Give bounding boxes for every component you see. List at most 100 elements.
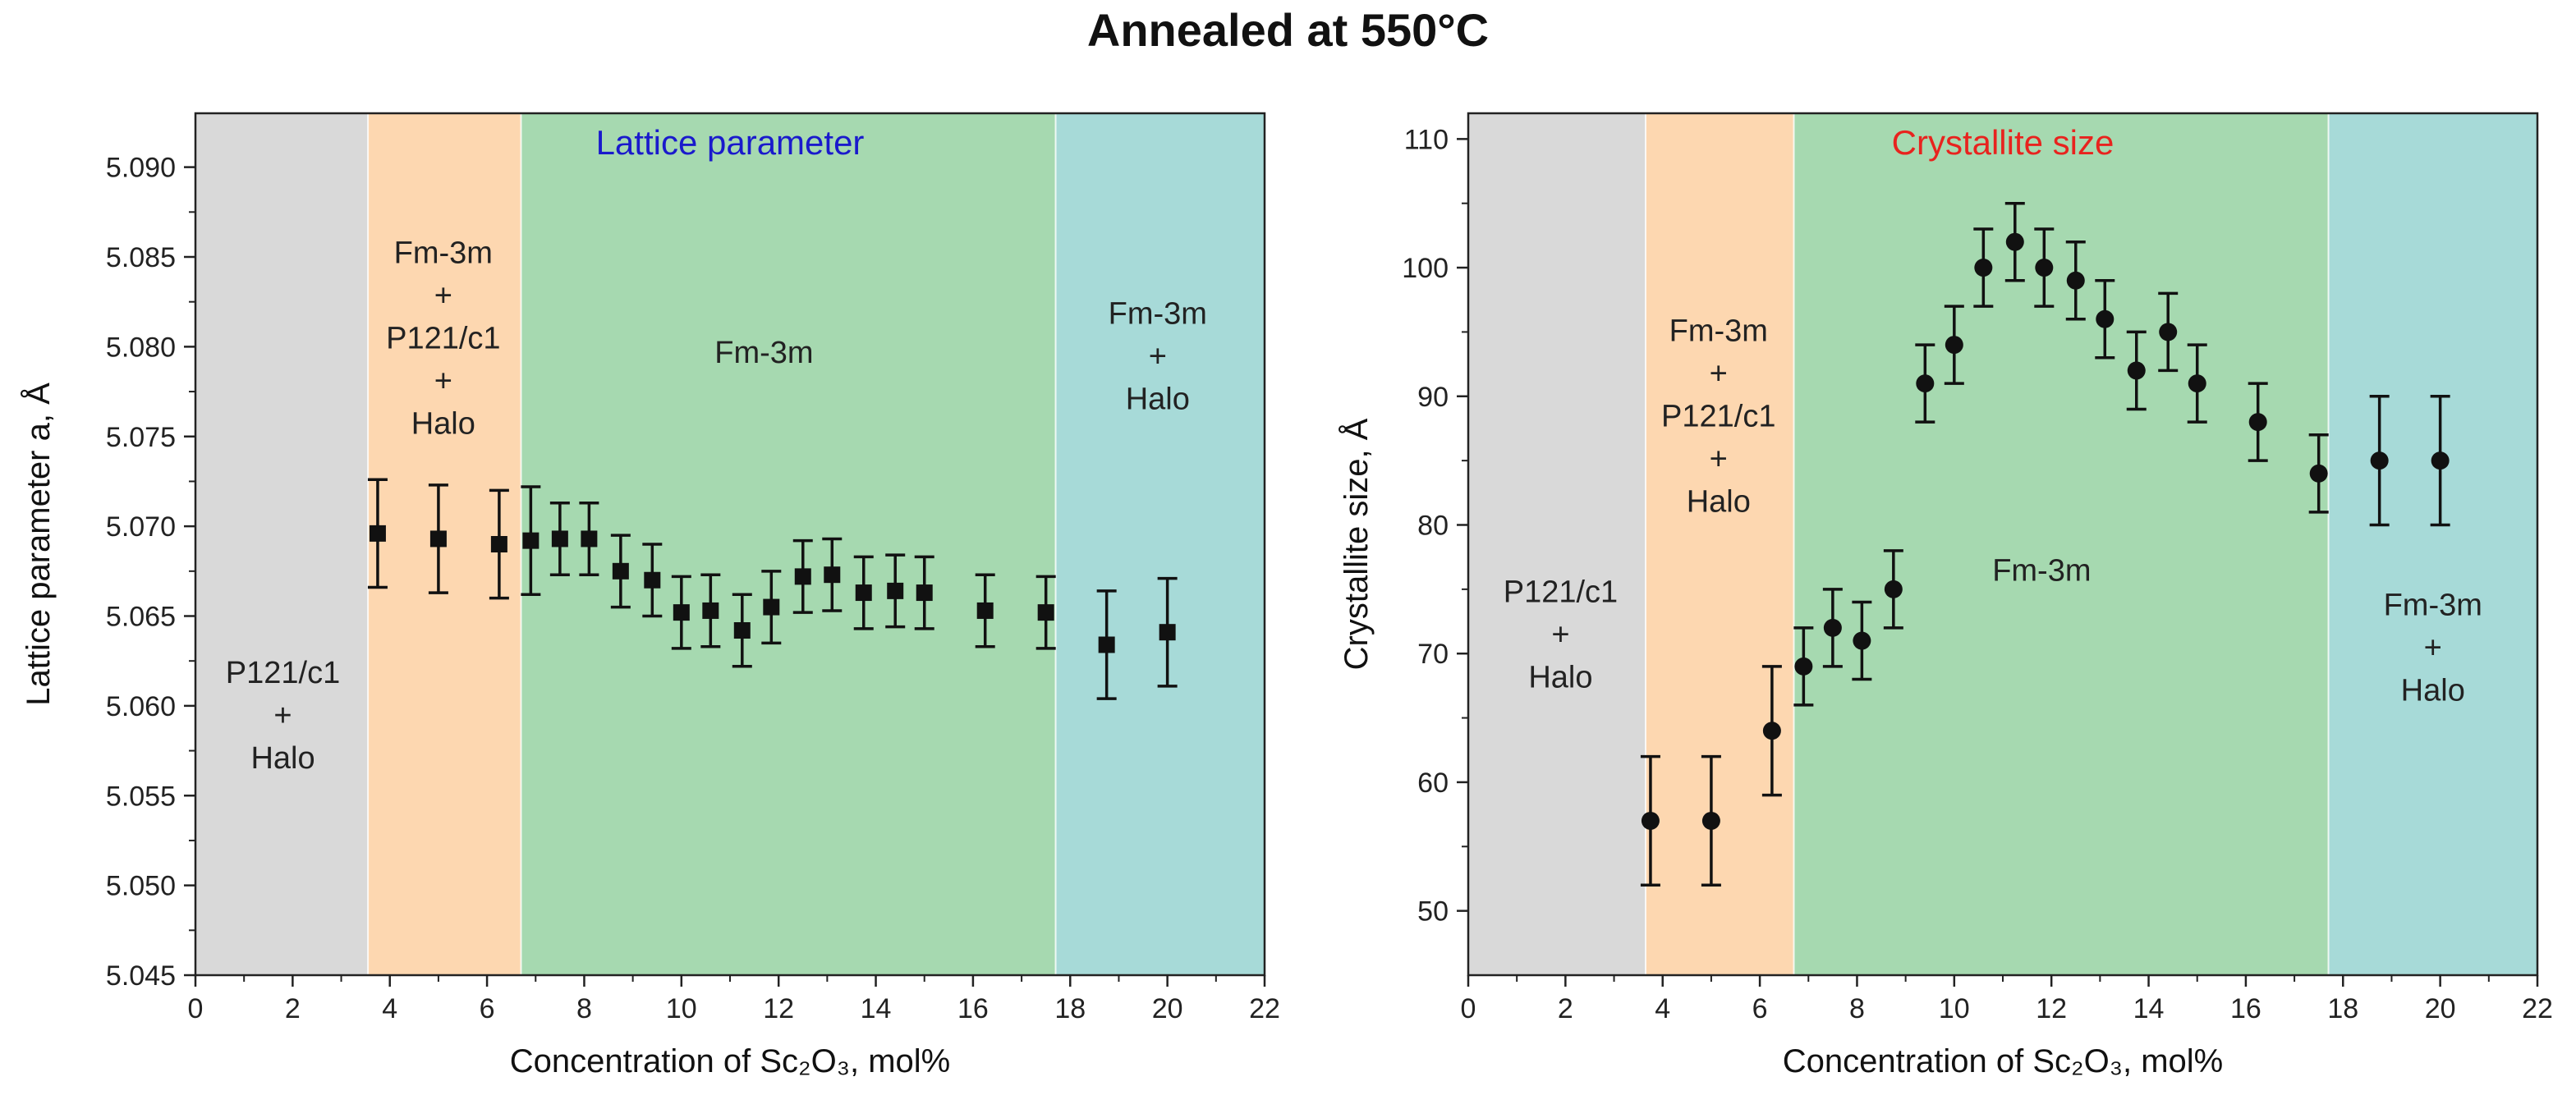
- x-tick-label: 0: [1461, 993, 1476, 1024]
- data-point: [522, 532, 540, 549]
- region-label-text: P121/c1: [386, 321, 500, 355]
- y-tick-label: 90: [1417, 382, 1449, 413]
- y-tick-label: 5.065: [106, 602, 176, 633]
- region-label-text: Fm-3m: [714, 336, 813, 370]
- region-label-text: +: [2424, 630, 2442, 665]
- data-point: [1884, 580, 1903, 598]
- y-axis-label: Lattice parameter a, Å: [20, 383, 57, 706]
- x-tick-label: 0: [188, 993, 204, 1024]
- data-point: [1945, 336, 1963, 355]
- data-point: [2035, 259, 2054, 277]
- data-point: [369, 525, 386, 542]
- region-label-text: Fm-3m: [2384, 588, 2482, 622]
- region-label-text: Halo: [2401, 673, 2465, 708]
- region-label-text: Fm-3m: [1669, 314, 1768, 348]
- chart-panel-2: P121/c1 + Halo Fm-3m + P121/c1 + Halo Fm-3m Fm-3m…: [1338, 112, 2553, 1079]
- x-tick-label: 16: [2230, 993, 2261, 1024]
- x-tick-label: 6: [480, 993, 495, 1024]
- x-tick-label: 22: [1249, 993, 1280, 1024]
- data-point: [551, 530, 568, 548]
- y-tick-label: 5.070: [106, 511, 176, 543]
- data-point: [644, 571, 661, 589]
- x-tick-label: 8: [1849, 993, 1865, 1024]
- y-tick-label: 5.045: [106, 960, 176, 992]
- phase-region-2: [1646, 113, 1794, 975]
- region-label-text: +: [1710, 356, 1728, 391]
- region-label-text: P121/c1: [226, 656, 340, 690]
- x-tick-label: 10: [666, 993, 697, 1024]
- x-tick-label: 10: [1939, 993, 1970, 1024]
- region-label-text: Fm-3m: [394, 236, 493, 270]
- y-tick-label: 5.075: [106, 422, 176, 453]
- y-tick-label: 50: [1417, 896, 1449, 928]
- region-label-text: +: [1149, 339, 1167, 373]
- y-tick-label: 5.060: [106, 691, 176, 722]
- region-label-text: Halo: [1126, 382, 1190, 416]
- data-point: [824, 566, 841, 584]
- y-tick-label: 5.050: [106, 871, 176, 902]
- x-axis-label: Concentration of Sc₂O₃, mol%: [510, 1043, 950, 1079]
- x-tick-label: 12: [763, 993, 794, 1024]
- panel-title: Crystallite size: [1892, 123, 2115, 162]
- region-label-text: +: [1551, 618, 1569, 653]
- data-point: [794, 568, 811, 585]
- data-point: [2431, 451, 2450, 470]
- data-point: [1853, 631, 1871, 650]
- data-point: [702, 602, 719, 619]
- phase-region-3: [1793, 113, 2329, 975]
- region-label-text: +: [434, 278, 452, 313]
- region-label-text: Halo: [1687, 484, 1751, 519]
- data-point: [2066, 271, 2085, 290]
- x-tick-label: 20: [2425, 993, 2456, 1024]
- x-tick-label: 18: [1054, 993, 1086, 1024]
- x-tick-label: 2: [285, 993, 301, 1024]
- y-tick-label: 5.085: [106, 242, 176, 273]
- data-point: [1701, 811, 1720, 830]
- y-tick-label: 5.055: [106, 781, 176, 812]
- panel-title: Lattice parameter: [596, 123, 865, 162]
- phase-region-1: [195, 113, 369, 975]
- data-point: [612, 562, 629, 580]
- data-point: [1916, 374, 1935, 393]
- phase-region-4: [2328, 113, 2537, 975]
- x-tick-label: 22: [2522, 993, 2553, 1024]
- region-label-text: Fm-3m: [1992, 553, 2091, 588]
- region-label-text: P121/c1: [1661, 399, 1775, 433]
- region-label-text: +: [273, 699, 292, 733]
- data-point: [2309, 464, 2328, 483]
- x-tick-label: 18: [2327, 993, 2358, 1024]
- y-axis-label: Crystallite size, Å: [1338, 418, 1375, 670]
- phase-region-4: [1055, 113, 1265, 975]
- data-point: [490, 536, 507, 552]
- data-point: [2159, 323, 2178, 341]
- data-point: [673, 604, 690, 621]
- data-point: [763, 598, 780, 616]
- data-point: [1823, 618, 1842, 637]
- y-tick-label: 5.090: [106, 153, 176, 184]
- x-tick-label: 14: [2133, 993, 2165, 1024]
- data-point: [1762, 722, 1781, 740]
- y-tick-label: 70: [1417, 639, 1449, 670]
- data-point: [2188, 374, 2206, 393]
- region-label-text: +: [1710, 442, 1728, 476]
- data-point: [1794, 657, 1813, 676]
- data-point: [1641, 811, 1660, 830]
- x-axis-label: Concentration of Sc₂O₃, mol%: [1783, 1043, 2223, 1079]
- data-point: [1098, 636, 1115, 653]
- x-tick-label: 4: [1655, 993, 1670, 1024]
- data-point: [2370, 451, 2389, 470]
- y-tick-label: 5.080: [106, 332, 176, 363]
- region-label-text: P121/c1: [1504, 575, 1618, 610]
- data-point: [1974, 259, 1993, 277]
- y-tick-label: 110: [1404, 124, 1449, 155]
- x-tick-label: 2: [1558, 993, 1573, 1024]
- x-tick-label: 16: [957, 993, 989, 1024]
- region-label-text: Halo: [411, 406, 475, 441]
- data-point: [2005, 232, 2024, 251]
- data-point: [1159, 624, 1176, 641]
- data-point: [887, 582, 904, 599]
- data-point: [2096, 309, 2115, 328]
- region-label-text: +: [434, 364, 452, 398]
- data-point: [2248, 413, 2267, 432]
